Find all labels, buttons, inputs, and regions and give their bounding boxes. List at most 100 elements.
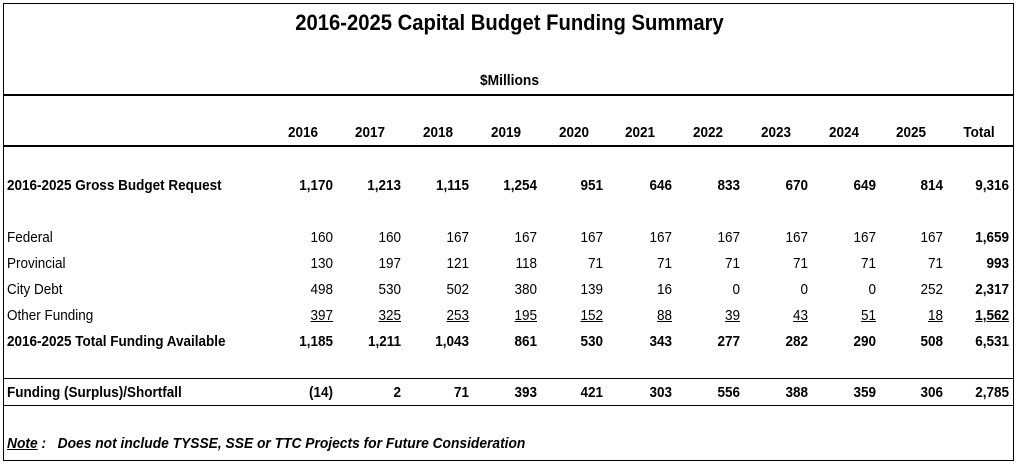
table-cell: 16 <box>656 281 672 298</box>
table-cell: 160 <box>310 229 333 246</box>
table-cell: 2,317 <box>975 281 1009 298</box>
table-cell: 1,211 <box>367 333 401 350</box>
table-cell: 646 <box>649 177 672 194</box>
divider-header-bottom <box>3 145 1014 147</box>
table-cell: 6,531 <box>975 333 1009 350</box>
divider-shortfall-top <box>3 378 1014 379</box>
table-cell: 993 <box>986 255 1009 272</box>
table-frame <box>3 3 1014 461</box>
table-cell: 71 <box>587 255 603 272</box>
table-cell: 71 <box>927 255 943 272</box>
table-cell: 167 <box>785 229 808 246</box>
table-cell: 2,785 <box>975 384 1009 401</box>
footnote-colon: : <box>37 435 47 452</box>
table-cell: 0 <box>800 281 808 298</box>
column-header: 2021 <box>624 124 656 141</box>
column-header: 2025 <box>895 124 927 141</box>
table-cell: 861 <box>514 333 537 350</box>
table-cell: 393 <box>514 384 537 401</box>
table-cell: 18 <box>927 307 943 324</box>
footnote-label: Note <box>7 435 38 452</box>
table-cell: 1,185 <box>299 333 333 350</box>
page-title: 2016-2025 Capital Budget Funding Summary <box>295 10 724 35</box>
table-cell: 343 <box>649 333 672 350</box>
divider-shortfall-bottom <box>3 405 1014 406</box>
table-cell: 814 <box>920 177 943 194</box>
table-cell: 0 <box>868 281 876 298</box>
table-cell: 1,254 <box>503 177 537 194</box>
table-cell: 167 <box>853 229 876 246</box>
column-header: 2016 <box>287 124 319 141</box>
table-cell: 530 <box>580 333 603 350</box>
row-label-other: Other Funding <box>7 307 94 324</box>
table-cell: 121 <box>446 255 469 272</box>
table-cell: 1,659 <box>975 229 1009 246</box>
table-cell: 71 <box>860 255 876 272</box>
table-cell: 833 <box>717 177 740 194</box>
row-label-provincial: Provincial <box>7 255 66 272</box>
table-cell: 498 <box>310 281 333 298</box>
table-cell: 2 <box>393 384 401 401</box>
column-header: 2018 <box>422 124 454 141</box>
table-cell: 253 <box>446 307 469 324</box>
table-cell: 290 <box>853 333 876 350</box>
row-label-total-available: 2016-2025 Total Funding Available <box>7 333 226 350</box>
table-cell: 282 <box>785 333 808 350</box>
column-header: Total <box>963 124 995 141</box>
table-cell: 39 <box>724 307 740 324</box>
footnote: Note : Does not include TYSSE, SSE or TT… <box>7 435 525 452</box>
table-cell: 71 <box>792 255 808 272</box>
table-cell: 556 <box>717 384 740 401</box>
table-cell: 325 <box>378 307 401 324</box>
table-cell: 167 <box>580 229 603 246</box>
table-cell: 421 <box>580 384 603 401</box>
table-cell: (14) <box>308 384 333 401</box>
table-cell: 508 <box>920 333 943 350</box>
table-cell: 1,115 <box>435 177 469 194</box>
table-cell: 160 <box>378 229 401 246</box>
table-cell: 388 <box>785 384 808 401</box>
column-header: 2024 <box>828 124 860 141</box>
table-cell: 0 <box>732 281 740 298</box>
divider-header-top <box>3 94 1014 96</box>
table-cell: 130 <box>310 255 333 272</box>
table-cell: 1,562 <box>975 307 1009 324</box>
table-cell: 670 <box>785 177 808 194</box>
table-cell: 1,170 <box>299 177 333 194</box>
table-cell: 359 <box>853 384 876 401</box>
table-cell: 951 <box>580 177 603 194</box>
table-cell: 167 <box>717 229 740 246</box>
column-header: 2022 <box>692 124 724 141</box>
table-cell: 530 <box>378 281 401 298</box>
table-cell: 195 <box>514 307 537 324</box>
table-cell: 380 <box>514 281 537 298</box>
table-cell: 152 <box>580 307 603 324</box>
column-header: 2017 <box>354 124 386 141</box>
row-label-gross: 2016-2025 Gross Budget Request <box>7 177 222 194</box>
table-cell: 277 <box>717 333 740 350</box>
table-cell: 71 <box>656 255 672 272</box>
table-cell: 397 <box>310 307 333 324</box>
table-cell: 197 <box>378 255 401 272</box>
table-cell: 71 <box>724 255 740 272</box>
table-cell: 43 <box>792 307 808 324</box>
table-cell: 306 <box>920 384 943 401</box>
table-cell: 1,213 <box>367 177 401 194</box>
row-label-shortfall: Funding (Surplus)/Shortfall <box>7 384 182 401</box>
table-cell: 1,043 <box>435 333 469 350</box>
table-cell: 167 <box>920 229 943 246</box>
table-cell: 9,316 <box>975 177 1009 194</box>
table-cell: 139 <box>580 281 603 298</box>
column-header: 2020 <box>558 124 590 141</box>
table-cell: 167 <box>649 229 672 246</box>
units-subtitle: $Millions <box>479 72 540 89</box>
column-header: 2023 <box>760 124 792 141</box>
row-label-city-debt: City Debt <box>7 281 63 298</box>
row-label-federal: Federal <box>7 229 53 246</box>
table-cell: 502 <box>446 281 469 298</box>
table-cell: 167 <box>514 229 537 246</box>
table-cell: 71 <box>453 384 469 401</box>
footnote-text: Does not include TYSSE, SSE or TTC Proje… <box>57 435 526 452</box>
table-cell: 167 <box>446 229 469 246</box>
table-cell: 118 <box>515 255 537 272</box>
